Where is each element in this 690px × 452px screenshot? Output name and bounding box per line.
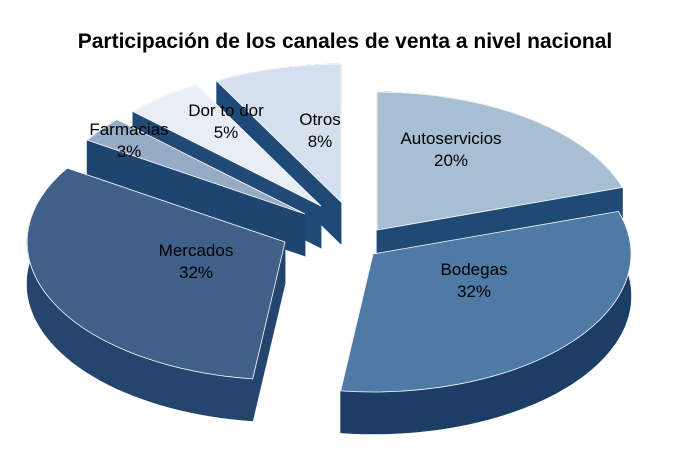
pie-slice-autoservicios (376, 91, 624, 231)
slice-value-dor-to-dor: 5% (214, 123, 239, 142)
slice-value-autoservicios: 20% (434, 151, 468, 170)
slice-value-mercados: 32% (179, 263, 213, 282)
chart-title: Participación de los canales de venta a … (77, 30, 613, 53)
pie-slice-bodegas (340, 210, 632, 393)
slice-label-bodegas: Bodegas (440, 260, 507, 279)
pie-slice-dor-to-dor (132, 84, 322, 207)
slice-value-farmacias: 3% (117, 142, 142, 161)
slice-label-mercados: Mercados (159, 241, 234, 260)
slice-value-bodegas: 32% (457, 282, 491, 301)
slice-label-autoservicios: Autoservicios (400, 129, 501, 148)
pie-slice-mercados (26, 167, 286, 380)
pie-top-layer (26, 63, 632, 393)
pie-label-layer: Autoservicios 20% Bodegas 32% Mercados 32% Far… (89, 101, 507, 301)
pie-slice-otros (215, 63, 342, 203)
slice-value-otros: 8% (308, 132, 333, 151)
slice-label-otros: Otros (299, 110, 341, 129)
slice-label-dor-to-dor: Dor to dor (188, 101, 264, 120)
pie-slice-farmacias (86, 119, 306, 215)
slice-label-farmacias: Farmacias (89, 120, 168, 139)
